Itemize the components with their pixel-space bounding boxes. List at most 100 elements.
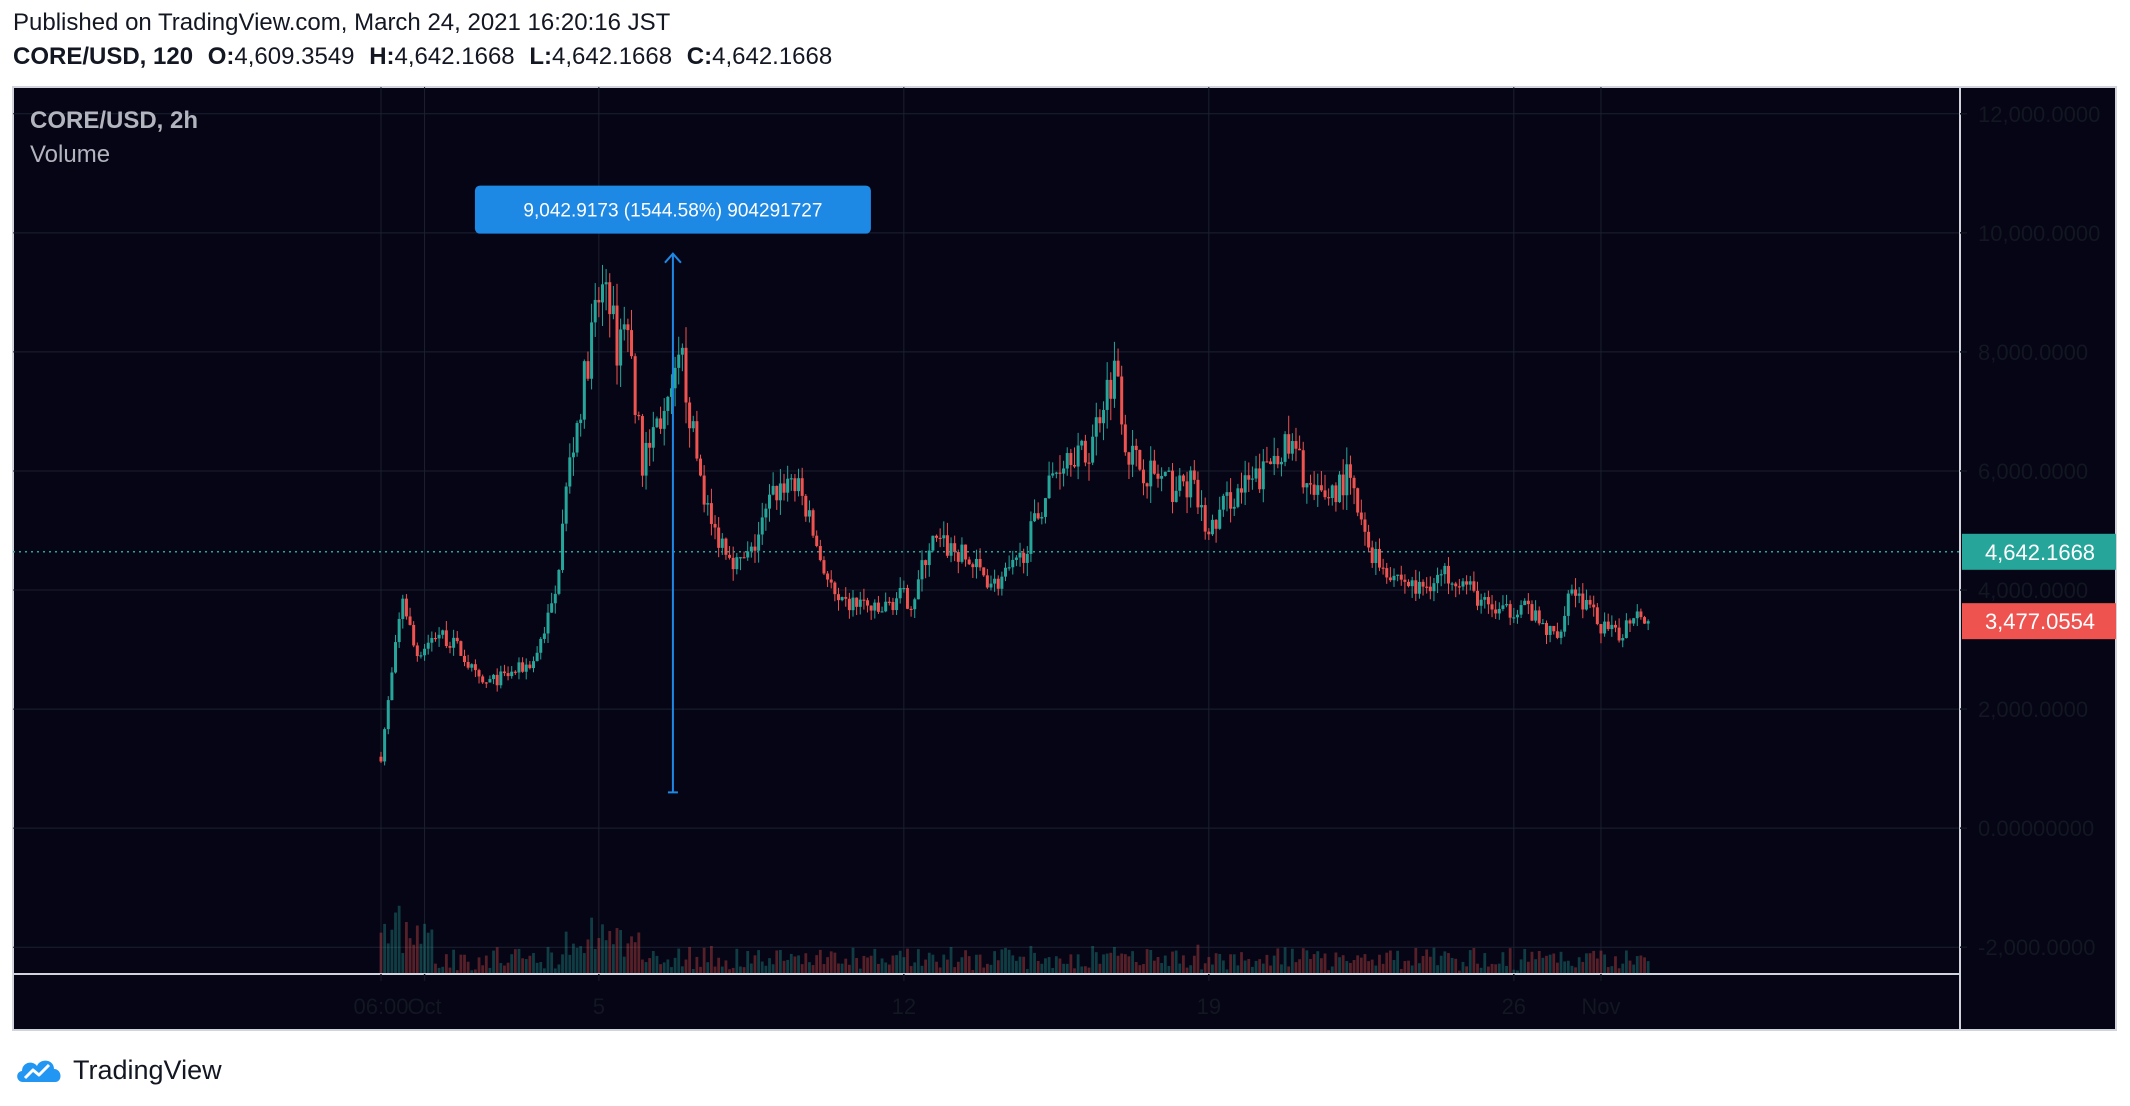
candle-body [793, 478, 797, 492]
volume-bar [1054, 956, 1058, 974]
volume-bar [975, 954, 978, 974]
candle-body [851, 597, 855, 611]
candle-body [1494, 609, 1498, 614]
candle-body [757, 534, 761, 551]
volume-bar [1352, 959, 1356, 974]
volume-bar [535, 962, 539, 974]
candle-body [1588, 599, 1592, 605]
candle-body [938, 537, 942, 540]
current-price-label: 3,477.0554 [1985, 609, 2095, 634]
volume-bar [724, 960, 728, 974]
candle-body [1189, 470, 1193, 498]
candle-body [1544, 623, 1548, 635]
candle-body [1305, 483, 1309, 488]
candle-body [1138, 450, 1142, 470]
tradingview-cloud-icon [17, 1060, 61, 1082]
price-axis[interactable]: 12,000.0000 10,000.0000 8,000.0000 6,000.00… [1960, 102, 2100, 960]
volume-bar [1127, 956, 1131, 974]
candle-body [1635, 611, 1639, 619]
candle-body [1367, 531, 1371, 548]
candle-body [1123, 424, 1127, 453]
volume-bar [644, 962, 648, 974]
volume-bar [1160, 962, 1164, 974]
candle-body [916, 579, 920, 600]
volume-bar [1610, 966, 1614, 974]
candle-body [455, 637, 459, 642]
open-value: 4,609.3549 [234, 43, 355, 70]
candle-body [1577, 593, 1581, 596]
volume-bar [869, 955, 873, 974]
footer: TradingView [13, 1050, 222, 1090]
candle-body [1065, 453, 1069, 469]
candle-body [597, 299, 601, 303]
volume-bar [579, 946, 583, 974]
candle-body [1240, 488, 1244, 493]
candle-body [1541, 623, 1545, 625]
candle-body [804, 495, 808, 517]
candle-body [1603, 621, 1607, 634]
volume-bar [1062, 963, 1065, 974]
candle-body [1131, 445, 1135, 465]
volume-bar [840, 963, 844, 974]
volume-bar [1421, 955, 1425, 974]
volume-bar [648, 958, 652, 974]
measure-tool[interactable]: 9,042.9173 (1544.58%) 904291727 [474, 185, 871, 794]
candle-body [506, 673, 510, 677]
candle-body [473, 664, 477, 671]
candle-body [709, 503, 713, 524]
volume-bar [1574, 967, 1577, 974]
volume-bar [1203, 963, 1207, 974]
volume-bar [1646, 961, 1650, 974]
candle-body [1087, 462, 1091, 464]
candle-body [644, 442, 648, 476]
volume-bar [1603, 954, 1606, 974]
volume-bar [1639, 955, 1643, 974]
candle-body [1134, 445, 1138, 451]
volume-bar [1033, 952, 1036, 974]
volume-bar [1265, 954, 1269, 974]
volume-bar [1058, 958, 1062, 974]
candle-body [1229, 492, 1233, 509]
candle-body [1011, 559, 1015, 568]
candle-body [477, 670, 481, 677]
candle-body [1298, 448, 1302, 451]
candle-body [767, 494, 771, 509]
volume-bar [935, 961, 938, 974]
candle-body [1450, 583, 1454, 585]
volume-bar [1388, 950, 1392, 974]
candle-body [898, 588, 902, 599]
volume-bar [1004, 947, 1007, 974]
candle-body [557, 570, 561, 594]
volume-bar [1258, 959, 1262, 974]
volume-bar [528, 955, 532, 974]
volume-bar [637, 932, 641, 974]
volume-bar [844, 958, 848, 974]
volume-bar [1468, 950, 1472, 974]
volume-bar [1051, 968, 1055, 974]
candle-body [437, 634, 441, 639]
candle-body [1316, 485, 1320, 495]
volume-bar [1439, 955, 1443, 974]
candle-body [691, 421, 695, 429]
volume-bar [1232, 954, 1236, 974]
candle-body [626, 324, 630, 331]
candle-body [989, 583, 993, 588]
volume-bar [1570, 965, 1574, 974]
volume-bar [731, 967, 735, 974]
volume-bar [1450, 957, 1454, 974]
candle-body [1102, 409, 1106, 424]
volume-bar [1276, 948, 1280, 974]
legend-title: CORE/USD, 2h [30, 107, 198, 134]
volume-bar [1167, 966, 1171, 974]
volume-bar [1479, 967, 1483, 974]
candle-body [982, 567, 986, 576]
volume-bar [920, 965, 924, 974]
price-chart[interactable]: 9,042.9173 (1544.58%) 904291727 CORE/USD… [0, 0, 2130, 1040]
volume-bar [633, 942, 637, 974]
candle-body [1250, 478, 1254, 480]
candle-body [444, 630, 448, 647]
close-value: 4,642.1668 [712, 43, 833, 70]
candle-body [913, 599, 917, 610]
volume-bar [448, 967, 452, 974]
